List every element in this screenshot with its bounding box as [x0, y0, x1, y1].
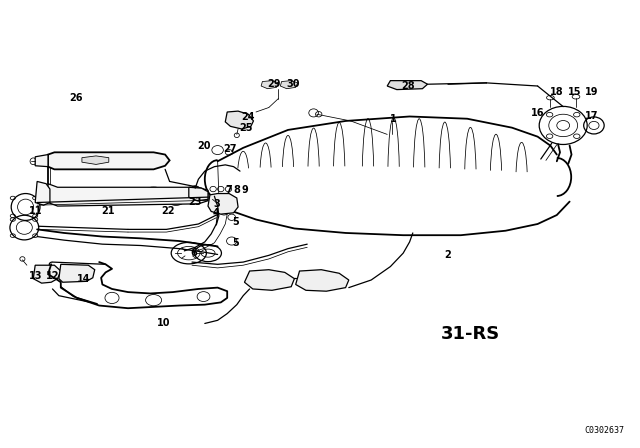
Text: 28: 28	[401, 81, 415, 91]
Text: 26: 26	[68, 93, 83, 103]
Text: 8: 8	[234, 185, 240, 195]
Text: 12: 12	[45, 271, 60, 280]
Text: 31-RS: 31-RS	[441, 325, 500, 343]
Polygon shape	[35, 155, 48, 167]
Text: C0302637: C0302637	[585, 426, 625, 435]
Text: 15: 15	[568, 87, 582, 97]
Polygon shape	[208, 194, 238, 214]
Text: 10: 10	[156, 318, 170, 327]
Text: 23: 23	[188, 198, 202, 207]
Polygon shape	[35, 181, 50, 205]
Text: 24: 24	[241, 112, 255, 122]
Polygon shape	[280, 81, 298, 89]
Text: 25: 25	[239, 123, 253, 133]
Text: 9: 9	[241, 185, 248, 195]
Text: 11: 11	[28, 206, 42, 215]
Text: 14: 14	[76, 274, 90, 284]
Polygon shape	[48, 152, 170, 169]
Polygon shape	[189, 187, 208, 201]
Polygon shape	[244, 270, 294, 290]
Text: 27: 27	[223, 144, 237, 154]
Text: 20: 20	[196, 141, 211, 151]
Text: 5: 5	[232, 238, 239, 248]
Text: 3: 3	[213, 199, 220, 209]
Text: 17: 17	[585, 112, 599, 121]
Text: 22: 22	[161, 206, 175, 215]
Text: 13: 13	[28, 271, 42, 280]
Polygon shape	[225, 111, 253, 129]
Text: 19: 19	[585, 87, 599, 97]
Text: 2: 2	[445, 250, 451, 260]
Polygon shape	[296, 270, 349, 291]
Text: 7: 7	[226, 185, 232, 195]
Text: 6: 6	[190, 248, 196, 258]
Text: 29: 29	[267, 79, 281, 89]
Polygon shape	[59, 264, 95, 282]
Polygon shape	[33, 265, 61, 283]
Polygon shape	[387, 81, 428, 90]
Text: 16: 16	[531, 108, 545, 118]
Text: 1: 1	[390, 114, 397, 124]
Text: 4: 4	[213, 208, 220, 218]
Text: 18: 18	[550, 87, 564, 97]
Polygon shape	[82, 156, 109, 164]
Polygon shape	[261, 81, 278, 89]
Text: 5: 5	[232, 217, 239, 227]
Polygon shape	[48, 184, 208, 206]
Text: 30: 30	[286, 79, 300, 89]
Text: 21: 21	[100, 207, 115, 216]
